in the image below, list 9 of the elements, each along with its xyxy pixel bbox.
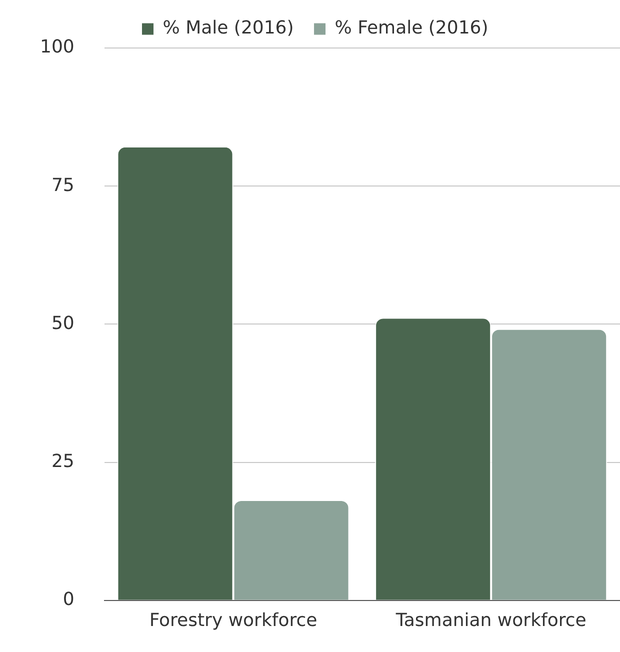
y-tick-label: 25 [51, 450, 74, 472]
legend-label: % Female (2016) [334, 18, 488, 39]
y-tick-label: 0 [62, 589, 74, 610]
y-tick-label: 100 [40, 36, 74, 58]
y-tick-label: 75 [51, 174, 74, 196]
x-tick-label: Forestry workforce [149, 610, 318, 631]
y-tick-label: 50 [51, 312, 74, 334]
legend-label: % Male (2016) [162, 18, 294, 39]
x-tick-label: Tasmanian workforce [394, 610, 586, 631]
